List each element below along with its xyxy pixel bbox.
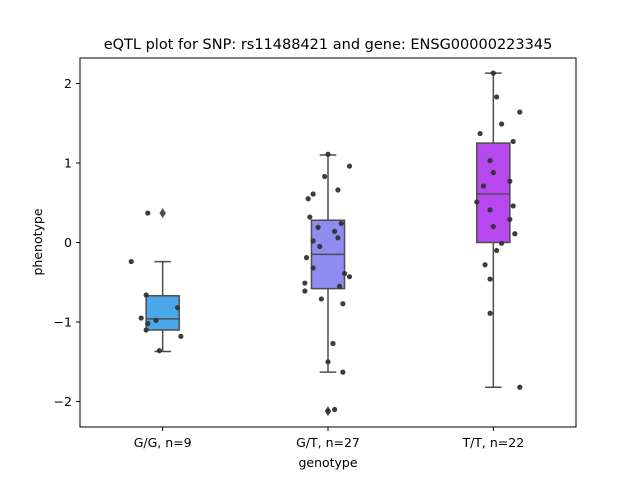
x-tick-label: G/G, n=9 — [134, 435, 192, 450]
data-point — [310, 238, 316, 244]
data-point — [305, 196, 311, 202]
data-point — [303, 255, 310, 261]
data-point — [317, 243, 323, 250]
y-tick-label: −1 — [54, 315, 72, 330]
data-point — [510, 203, 516, 209]
data-point — [128, 258, 134, 265]
data-point — [332, 406, 338, 413]
data-point — [325, 151, 331, 157]
data-point — [307, 214, 313, 220]
data-point — [474, 199, 480, 205]
chart-title: eQTL plot for SNP: rs11488421 and gene: … — [104, 37, 553, 53]
data-point — [490, 70, 496, 76]
y-axis-label: phenotype — [30, 208, 45, 275]
data-point — [341, 270, 348, 277]
y-tick-label: 1 — [64, 155, 72, 170]
data-point — [302, 280, 308, 286]
data-point — [512, 231, 518, 237]
y-tick-label: 2 — [64, 76, 72, 91]
data-point — [315, 224, 321, 230]
data-point — [487, 207, 493, 213]
data-point — [325, 408, 331, 414]
x-tick-label: T/T, n=22 — [461, 435, 524, 450]
data-point — [145, 210, 151, 216]
data-point — [332, 228, 338, 234]
data-point — [487, 310, 493, 316]
data-point — [143, 327, 149, 333]
data-point — [499, 121, 505, 127]
data-point — [507, 178, 513, 184]
data-point — [482, 262, 488, 268]
data-point — [310, 191, 316, 197]
y-tick-label: 0 — [64, 235, 72, 250]
data-point — [507, 216, 513, 223]
data-point — [174, 305, 181, 311]
data-point — [480, 183, 487, 189]
data-point — [322, 173, 328, 180]
data-point — [318, 296, 324, 302]
box-1 — [145, 295, 180, 331]
data-point — [499, 240, 505, 246]
data-point — [346, 163, 353, 169]
data-point — [138, 315, 144, 321]
x-axis-label: genotype — [298, 455, 357, 470]
y-tick-label: −2 — [54, 394, 72, 409]
data-point — [340, 369, 346, 375]
data-point — [494, 247, 500, 254]
data-point — [517, 384, 523, 390]
data-point — [145, 321, 151, 327]
data-point — [310, 265, 316, 271]
data-point — [156, 348, 162, 354]
data-point — [336, 283, 343, 289]
data-point — [335, 235, 341, 241]
data-point — [517, 109, 523, 115]
data-point — [338, 220, 344, 227]
data-point — [494, 94, 500, 100]
data-point — [477, 130, 483, 137]
data-point — [178, 333, 184, 339]
data-point — [153, 317, 159, 324]
data-point — [510, 138, 516, 145]
data-point — [330, 340, 336, 347]
data-point — [335, 187, 341, 193]
data-point — [325, 359, 331, 365]
x-tick-label: G/T, n=27 — [296, 435, 360, 450]
data-point — [143, 292, 149, 298]
outlier-marker — [159, 208, 166, 219]
data-point — [490, 169, 496, 176]
data-point — [490, 223, 496, 230]
data-point — [487, 276, 493, 282]
data-point — [340, 301, 346, 307]
data-point — [487, 157, 493, 164]
data-point — [346, 274, 353, 280]
data-point — [302, 288, 308, 294]
